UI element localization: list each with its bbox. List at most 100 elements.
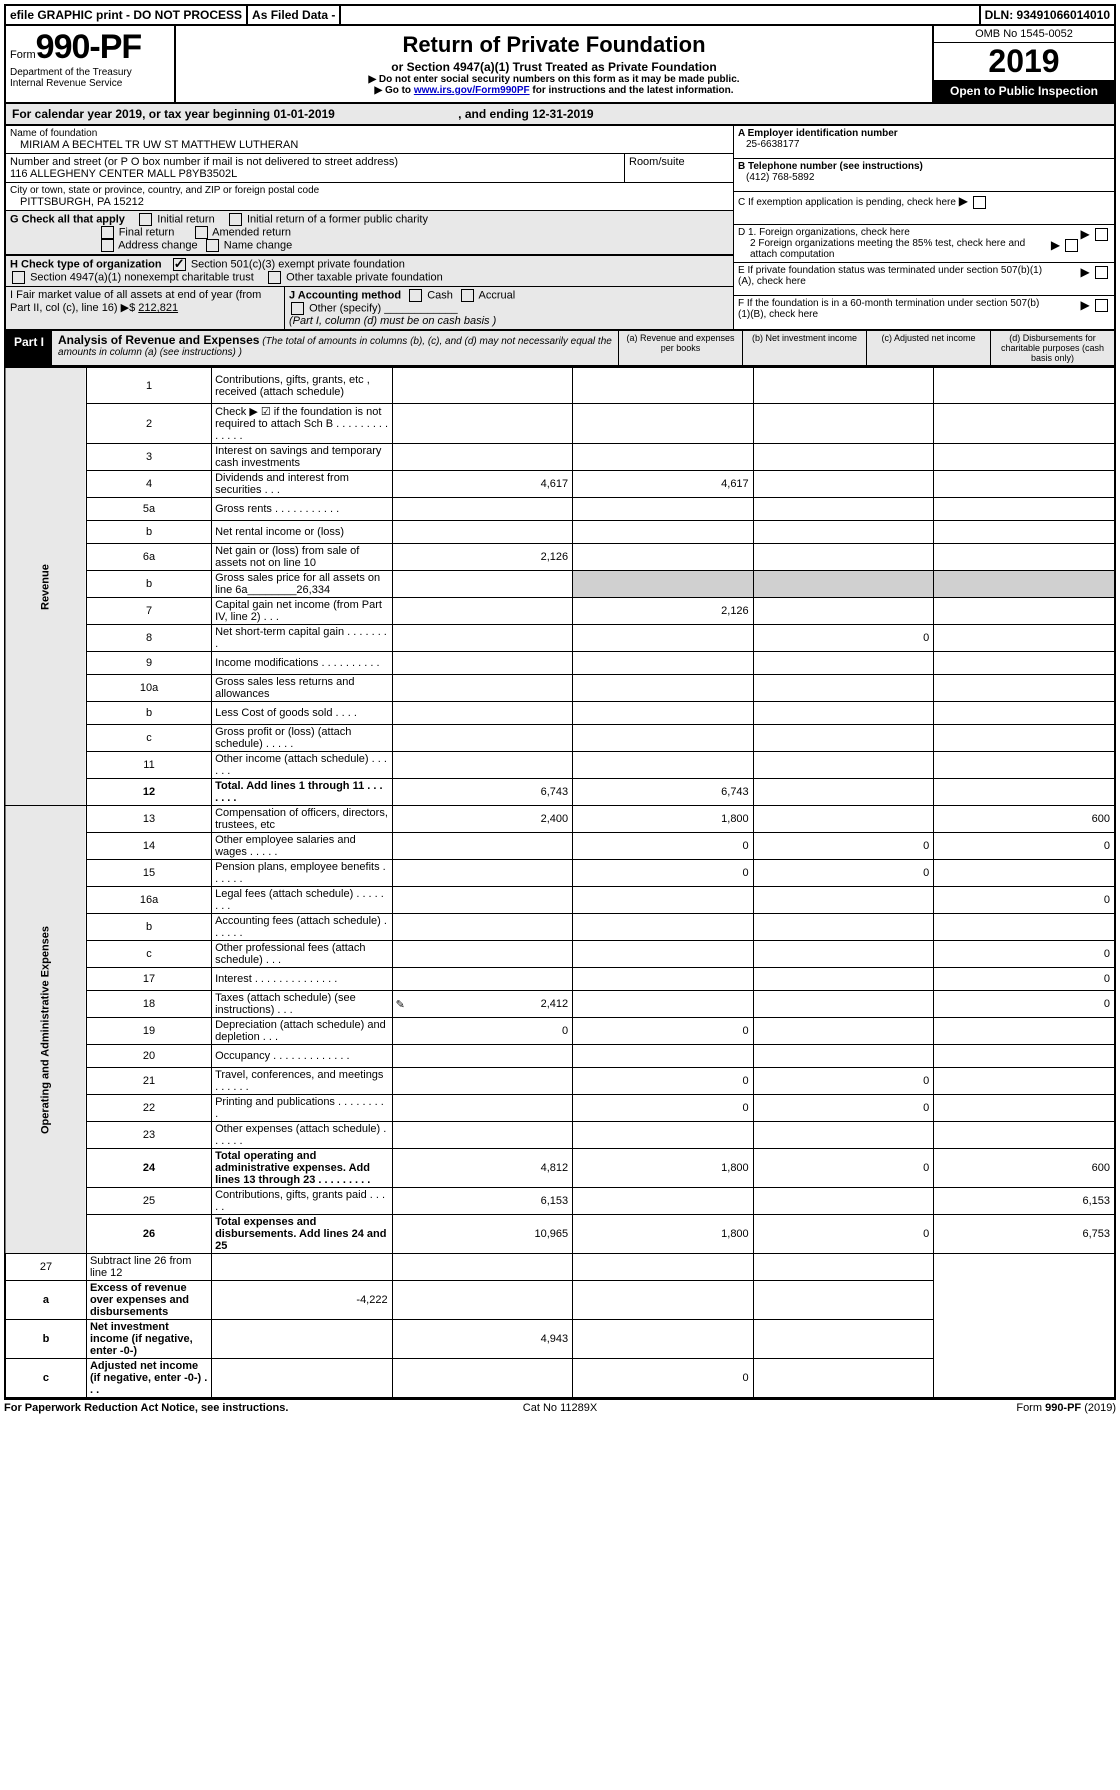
row-desc: Other income (attach schedule) . . . . .… xyxy=(212,752,393,779)
goto-pre: ▶ Go to xyxy=(374,85,413,96)
other-method-checkbox[interactable] xyxy=(291,302,304,315)
cell-value: 1,800 xyxy=(573,1149,754,1188)
row-num: 10a xyxy=(86,675,211,702)
row-desc: Compensation of officers, directors, tru… xyxy=(212,806,393,833)
cell-value: 0 xyxy=(753,1149,934,1188)
row-desc: Adjusted net income (if negative, enter … xyxy=(86,1359,211,1399)
cell-value xyxy=(392,702,573,725)
cell-value xyxy=(392,598,573,625)
c-checkbox[interactable] xyxy=(973,196,986,209)
cell-value xyxy=(392,752,573,779)
row-desc: Interest . . . . . . . . . . . . . . xyxy=(212,968,393,991)
row-num: 3 xyxy=(86,444,211,471)
cell-value xyxy=(753,914,934,941)
cell-value: 10,965 xyxy=(392,1215,573,1254)
initial-former-checkbox[interactable] xyxy=(229,213,242,226)
cell-value: 0 xyxy=(573,1068,754,1095)
cell-value xyxy=(934,1045,1115,1068)
dept-label: Department of the Treasury xyxy=(10,67,170,78)
cell-value xyxy=(753,806,934,833)
j-label: J Accounting method xyxy=(289,289,401,301)
cell-value xyxy=(573,702,754,725)
col-c-header: (c) Adjusted net income xyxy=(866,331,990,365)
cell-value: 0 xyxy=(934,833,1115,860)
cell-value xyxy=(392,860,573,887)
section-label: Operating and Administrative Expenses xyxy=(5,806,86,1254)
accrual-checkbox[interactable] xyxy=(461,289,474,302)
cell-value xyxy=(934,725,1115,752)
cell-value: 600 xyxy=(934,1149,1115,1188)
dln: DLN: 93491066014010 xyxy=(981,6,1114,24)
row-num: 16a xyxy=(86,887,211,914)
4947a1-checkbox[interactable] xyxy=(12,271,25,284)
row-desc: Legal fees (attach schedule) . . . . . .… xyxy=(212,887,393,914)
row-num: 15 xyxy=(86,860,211,887)
cell-value xyxy=(573,404,754,444)
room-label: Room/suite xyxy=(629,156,729,168)
irs-link[interactable]: www.irs.gov/Form990PF xyxy=(414,85,530,96)
row-desc: Net gain or (loss) from sale of assets n… xyxy=(212,544,393,571)
cell-value xyxy=(753,571,934,598)
cell-value xyxy=(934,1018,1115,1045)
cell-value xyxy=(934,914,1115,941)
form-prefix: Form xyxy=(10,49,36,61)
address-change-checkbox[interactable] xyxy=(101,239,114,252)
e-label: E If private foundation status was termi… xyxy=(738,265,1048,287)
ssn-warning: ▶ Do not enter social security numbers o… xyxy=(180,74,928,85)
col-d-header: (d) Disbursements for charitable purpose… xyxy=(990,331,1114,365)
cell-value: -4,222 xyxy=(212,1281,393,1320)
row-num: b xyxy=(86,914,211,941)
cell-value xyxy=(392,941,573,968)
row-num: b xyxy=(5,1320,86,1359)
cell-value xyxy=(392,1095,573,1122)
row-desc: Contributions, gifts, grants, etc , rece… xyxy=(212,368,393,404)
other-taxable-checkbox[interactable] xyxy=(268,271,281,284)
cell-value xyxy=(934,521,1115,544)
d1-checkbox[interactable] xyxy=(1095,228,1108,241)
cell-value: 1,800 xyxy=(573,1215,754,1254)
f-checkbox[interactable] xyxy=(1095,299,1108,312)
cell-value xyxy=(392,833,573,860)
city-label: City or town, state or province, country… xyxy=(10,185,729,196)
cell-value xyxy=(573,652,754,675)
cell-value xyxy=(934,675,1115,702)
address-label: Number and street (or P O box number if … xyxy=(10,156,620,168)
row-num: 4 xyxy=(86,471,211,498)
final-return-checkbox[interactable] xyxy=(101,226,114,239)
f-label: F If the foundation is in a 60-month ter… xyxy=(738,298,1048,320)
name-change-checkbox[interactable] xyxy=(206,239,219,252)
d2-checkbox[interactable] xyxy=(1065,239,1078,252)
cell-value xyxy=(212,1320,393,1359)
initial-return-checkbox[interactable] xyxy=(139,213,152,226)
row-desc: Less Cost of goods sold . . . . xyxy=(212,702,393,725)
cash-checkbox[interactable] xyxy=(409,289,422,302)
row-desc: Contributions, gifts, grants paid . . . … xyxy=(212,1188,393,1215)
cell-value xyxy=(753,779,934,806)
row-num: 23 xyxy=(86,1122,211,1149)
cell-value: 0 xyxy=(753,1095,934,1122)
cell-value xyxy=(573,444,754,471)
year-end: 12-31-2019 xyxy=(532,107,593,121)
cell-value xyxy=(934,498,1115,521)
d1-label: D 1. Foreign organizations, check here xyxy=(738,227,910,238)
row-desc: Check ▶ ☑ if the foundation is not requi… xyxy=(212,404,393,444)
phone-value: (412) 768-5892 xyxy=(738,172,814,183)
501c3-checkbox[interactable] xyxy=(173,258,186,271)
cell-value xyxy=(392,968,573,991)
row-num: 25 xyxy=(86,1188,211,1215)
e-checkbox[interactable] xyxy=(1095,266,1108,279)
section-label: Revenue xyxy=(5,368,86,806)
row-desc: Occupancy . . . . . . . . . . . . . xyxy=(212,1045,393,1068)
row-num: 6a xyxy=(86,544,211,571)
row-num: 5a xyxy=(86,498,211,521)
row-num: c xyxy=(86,725,211,752)
cell-value xyxy=(573,521,754,544)
tax-year: 2019 xyxy=(934,43,1114,80)
row-num: 19 xyxy=(86,1018,211,1045)
i-label: I Fair market value of all assets at end… xyxy=(10,289,261,314)
cell-value xyxy=(573,1122,754,1149)
amended-return-checkbox[interactable] xyxy=(195,226,208,239)
cell-value: 4,617 xyxy=(392,471,573,498)
row-num: 22 xyxy=(86,1095,211,1122)
cell-value xyxy=(753,598,934,625)
